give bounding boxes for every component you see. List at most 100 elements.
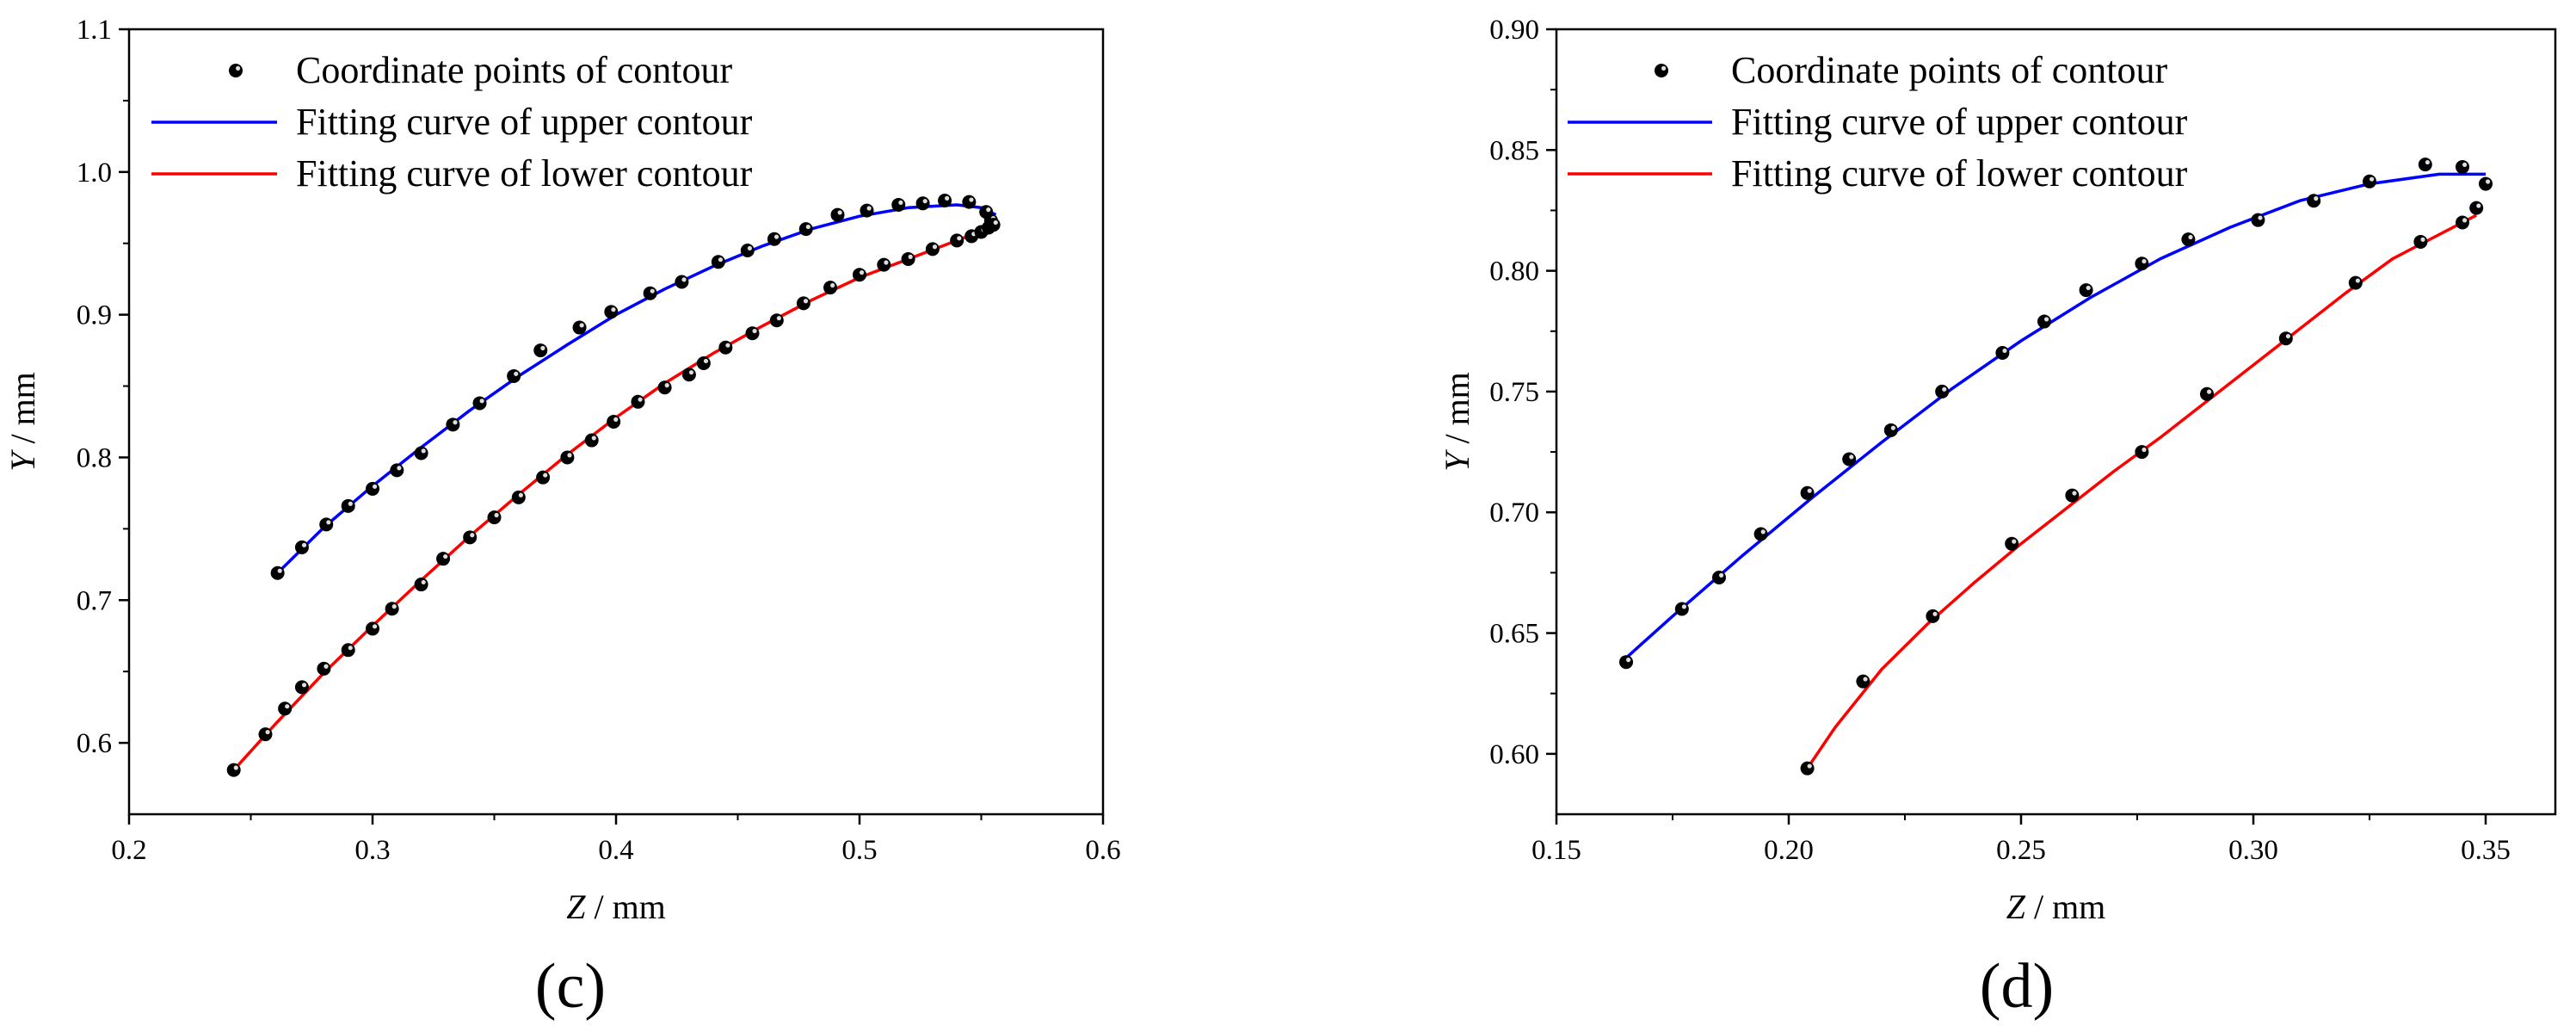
data-point (925, 242, 940, 256)
data-point (572, 320, 587, 335)
data-point (607, 415, 621, 429)
data-point (1800, 485, 1815, 500)
data-point (414, 446, 428, 460)
data-point-highlight (945, 195, 950, 201)
data-point-highlight (1760, 529, 1766, 535)
data-point (2065, 488, 2080, 503)
data-point (2456, 215, 2469, 230)
data-point-highlight (1626, 658, 1631, 663)
data-point-highlight (803, 299, 809, 304)
data-point (853, 268, 866, 282)
data-point (472, 396, 487, 411)
data-point (584, 433, 599, 448)
legend-marker (1655, 64, 1668, 77)
fit-curve (232, 220, 1000, 771)
data-point-highlight (2086, 285, 2091, 291)
data-point (1619, 655, 1633, 670)
data-point-highlight (638, 397, 643, 402)
data-point (2307, 194, 2321, 208)
x-tick-label: 0.25 (1996, 835, 2046, 866)
data-point (643, 286, 657, 300)
data-point (463, 530, 478, 545)
data-point (769, 313, 784, 328)
x-tick-label: 0.30 (2228, 835, 2278, 866)
data-point (317, 661, 331, 676)
data-point (258, 727, 273, 742)
data-point-highlight (540, 345, 545, 351)
data-point-highlight (326, 520, 331, 525)
data-point-highlight (579, 323, 584, 328)
data-point-highlight (747, 245, 753, 251)
data-point (511, 490, 526, 504)
data-point-highlight (2142, 258, 2147, 264)
data-point-highlight (611, 307, 616, 312)
data-point-highlight (969, 197, 974, 202)
legend-label: Fitting curve of lower contour (296, 152, 753, 195)
data-point-highlight (1849, 454, 1854, 460)
chart-panel-d: 0.15 0.20 0.25 0.30 0.35 0.60 0.65 0.70 0.75 0.8… (1438, 15, 2557, 1022)
legend-label: Fitting curve of lower contour (1731, 152, 2188, 195)
data-point (2079, 283, 2093, 298)
fit-curve (1806, 213, 2478, 769)
y-tick-label: 0.9 (77, 300, 112, 331)
legend-label: Fitting curve of upper contour (1731, 101, 2188, 143)
data-point-highlight (688, 370, 694, 375)
y-tick-label: 0.75 (1489, 377, 1539, 408)
data-point (1800, 761, 1815, 776)
data-point (830, 207, 845, 222)
data-point-highlight (348, 646, 353, 651)
data-point-highlight (470, 533, 475, 538)
data-point (1842, 452, 1857, 467)
x-tick-label: 0.2 (111, 835, 146, 866)
data-point-highlight (884, 260, 889, 265)
data-point-highlight (301, 683, 307, 688)
panel-label: (d) (1980, 951, 2054, 1022)
data-point-highlight (752, 328, 757, 334)
x-tick-label: 0.3 (354, 835, 390, 866)
data-point-highlight (776, 316, 781, 321)
data-point (2418, 158, 2432, 172)
data-point (390, 463, 404, 478)
data-point-highlight (397, 466, 402, 471)
data-point (675, 275, 689, 289)
data-point (2135, 445, 2149, 460)
data-point-highlight (866, 206, 872, 211)
data-point-highlight (373, 484, 378, 489)
data-point (366, 621, 379, 636)
data-point-highlight (301, 542, 307, 547)
y-tick-label: 0.8 (77, 442, 112, 473)
data-point-highlight (543, 473, 548, 478)
data-point (2251, 213, 2265, 227)
data-point-highlight (2314, 196, 2319, 201)
y-tick-label: 0.6 (77, 728, 112, 759)
y-tick-label: 0.90 (1489, 15, 1539, 46)
data-point-highlight (421, 448, 426, 454)
data-point-highlight (1932, 611, 1938, 616)
data-point-highlight (2285, 333, 2290, 339)
data-point (986, 218, 1001, 232)
data-point-highlight (514, 371, 519, 376)
data-point (877, 257, 891, 272)
data-point (915, 196, 930, 211)
data-point (860, 203, 874, 218)
data-point (1926, 609, 1940, 623)
x-axis-title: Z / mm (566, 887, 666, 926)
data-point (366, 481, 379, 496)
data-point (446, 417, 460, 432)
x-tick-label: 0.15 (1531, 835, 1581, 866)
data-point (341, 643, 355, 658)
data-point (2413, 234, 2428, 249)
chart-panel-c: 0.2 0.3 0.4 0.5 0.6 0.6 0.7 0.8 0.9 1.0 1.1 Coord… (3, 15, 1121, 1022)
data-point (278, 701, 293, 716)
data-point-highlight (1942, 386, 1947, 392)
data-point (2479, 176, 2493, 191)
data-point (341, 498, 355, 513)
data-point (2278, 331, 2293, 346)
legend-label: Fitting curve of upper contour (296, 101, 753, 143)
data-point-highlight (2072, 491, 2077, 496)
data-point (487, 510, 502, 525)
data-point-highlight (567, 453, 572, 458)
data-point (414, 578, 428, 592)
x-tick-label: 0.20 (1764, 835, 1814, 866)
data-point-highlight (348, 501, 353, 506)
